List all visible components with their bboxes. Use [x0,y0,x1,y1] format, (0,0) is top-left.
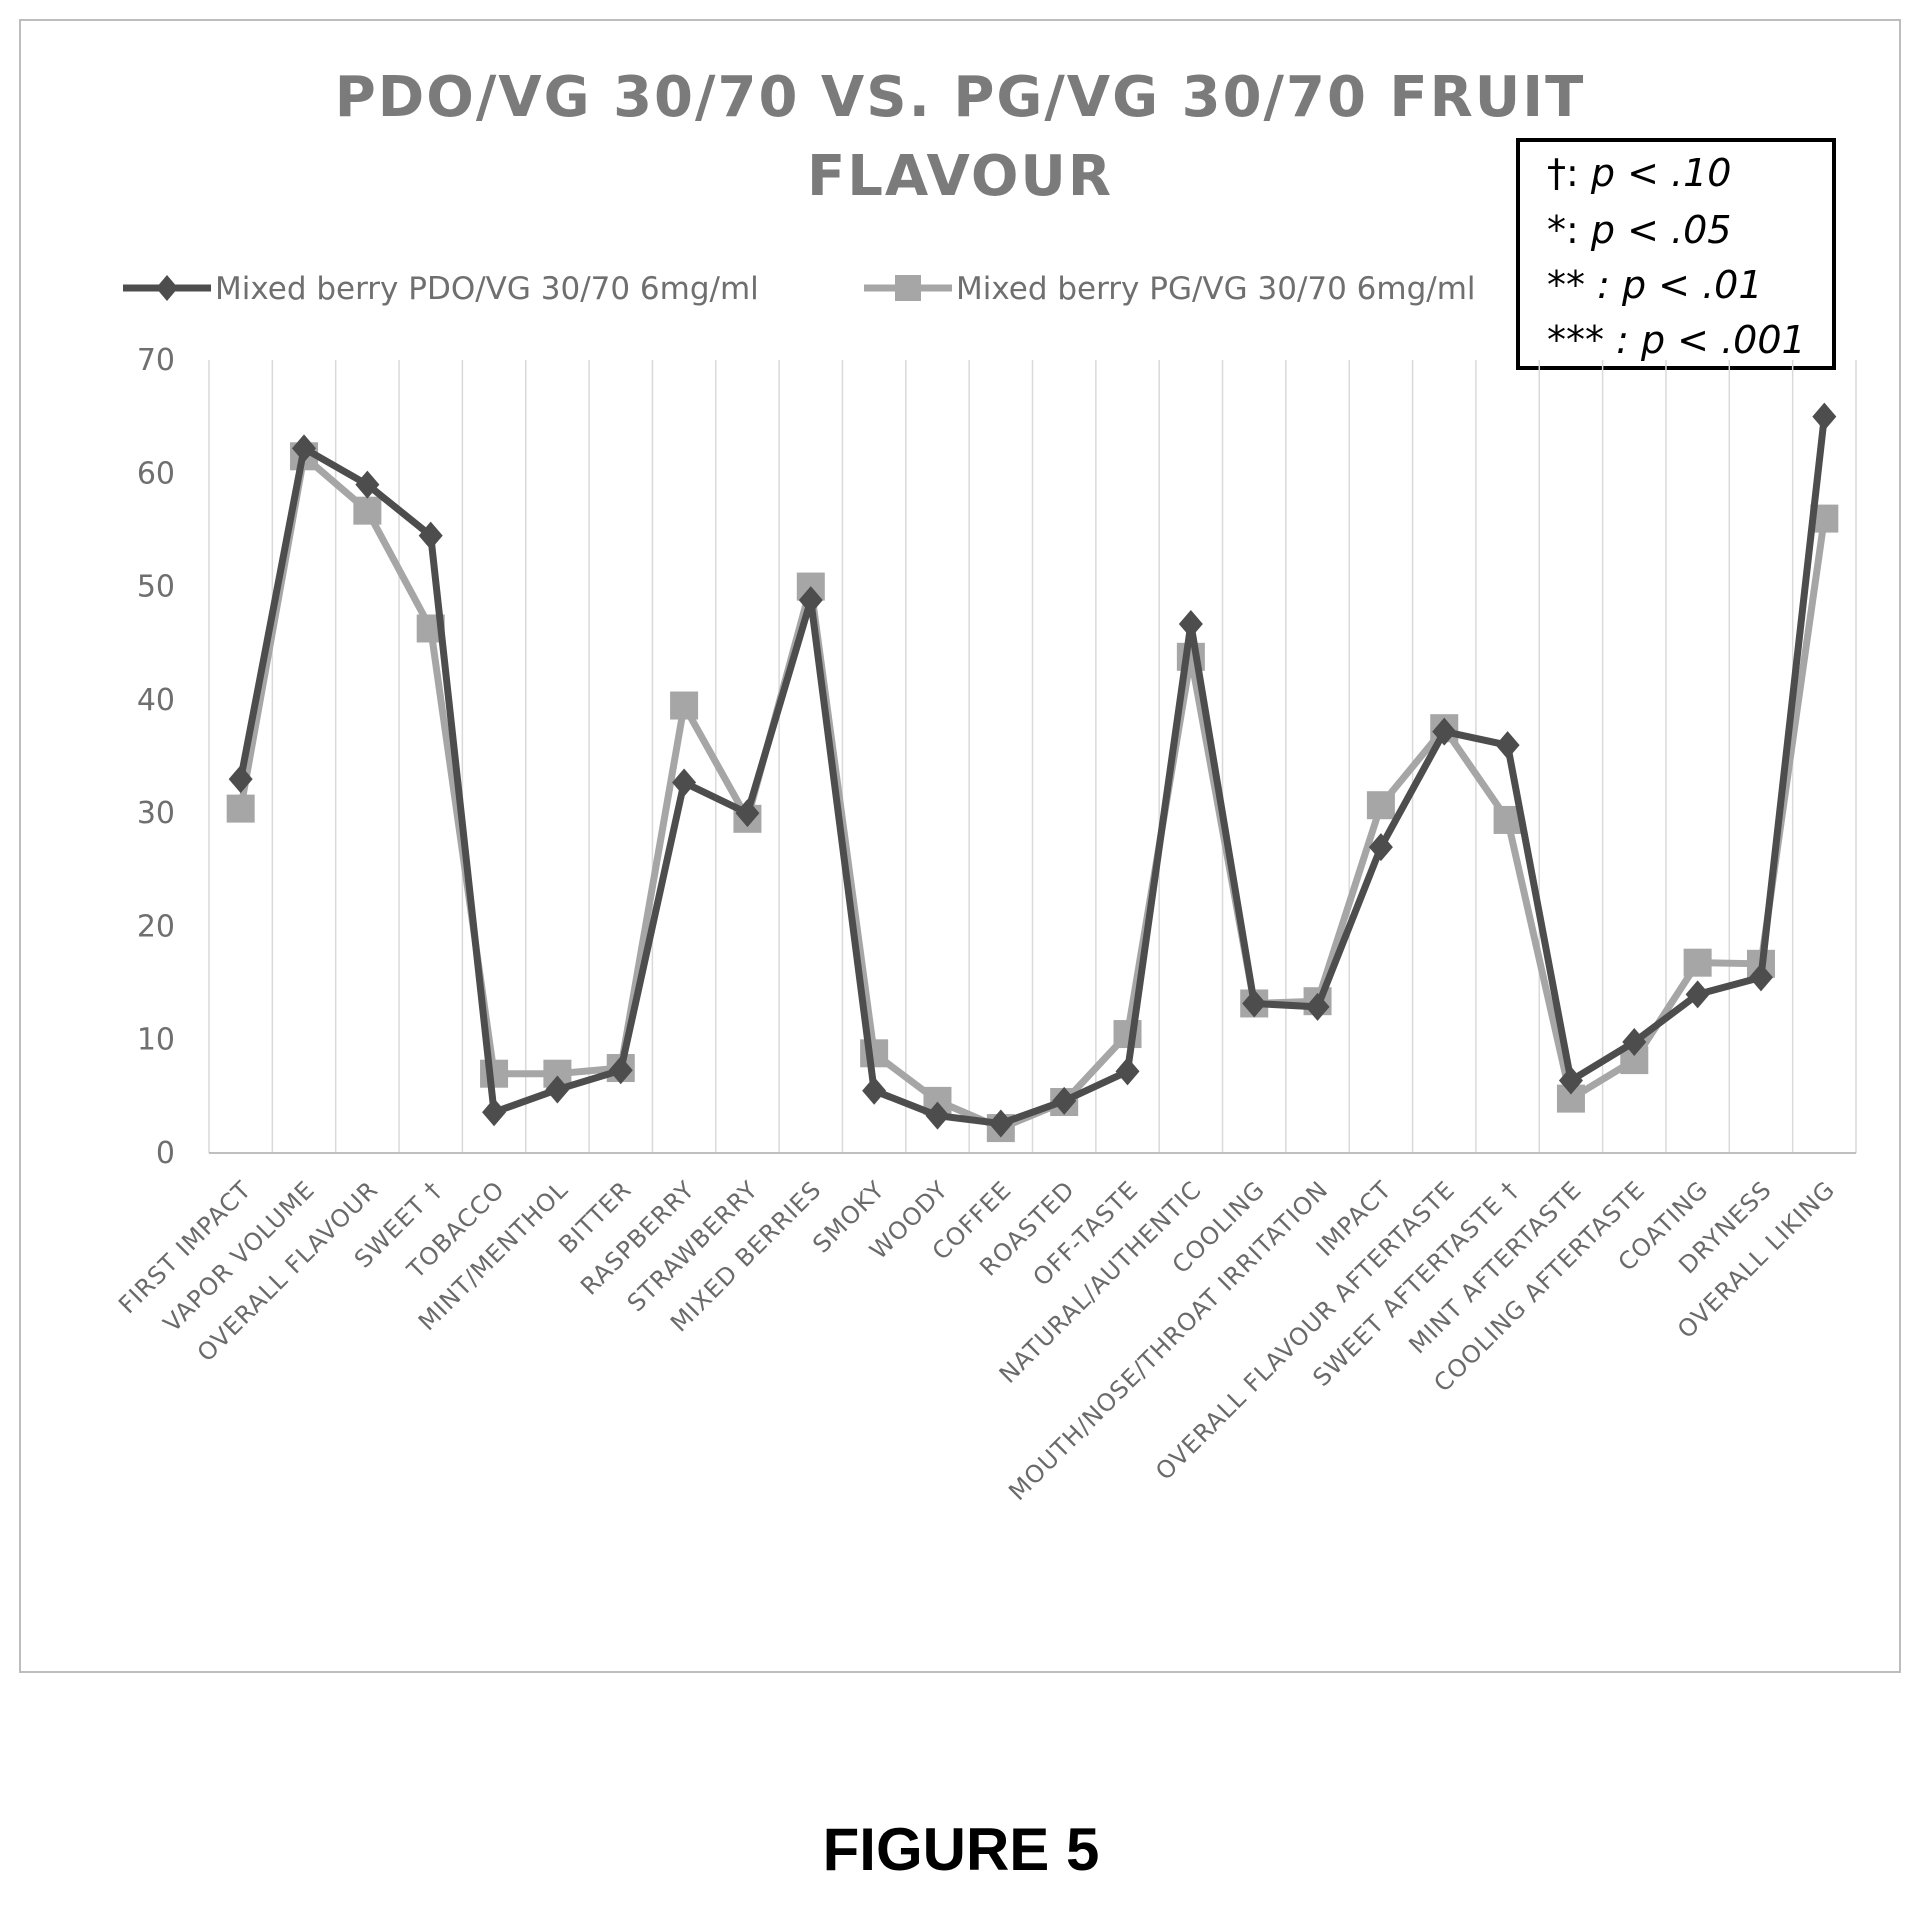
significance-value-1: p < .10 [1590,151,1732,195]
legend-label: Mixed berry PG/VG 30/70 6mg/ml [956,271,1476,307]
data-point-diamond [672,768,697,797]
data-point-diamond [1812,402,1837,431]
data-point-diamond [1368,833,1393,862]
data-point-diamond [798,586,823,615]
significance-box-border [1516,138,1836,370]
data-point-diamond [292,434,317,463]
significance-value-3: p < .01 [1621,263,1763,307]
legend-marker-square [895,275,921,301]
data-point-diamond [1432,717,1457,746]
data-point-square [1366,791,1395,820]
data-point-diamond [925,1101,950,1130]
data-point-diamond [1305,992,1330,1021]
y-tick-label: 0 [156,1136,175,1171]
data-point-diamond [1558,1066,1583,1095]
data-point-diamond [482,1098,507,1127]
data-point-square [226,794,255,823]
data-point-diamond [1495,731,1520,760]
data-point-diamond [418,521,443,550]
data-point-diamond [1685,980,1710,1009]
series-line [237,416,1828,1128]
significance-value-4: p < .001 [1640,318,1806,362]
significance-key-3: ** : [1547,263,1622,307]
data-point-diamond [1178,609,1203,638]
significance-value-2: p < .05 [1590,208,1732,252]
legend: Mixed berry PDO/VG 30/70 6mg/ml Mixed ber… [123,271,1476,307]
y-tick-label: 20 [137,909,175,944]
data-point-diamond [1748,963,1773,992]
legend-label: Mixed berry PDO/VG 30/70 6mg/ml [215,271,759,307]
data-point-diamond [1622,1027,1647,1056]
significance-key-2: *: [1547,208,1591,252]
significance-line-3: ** : p < .01 [1547,263,1763,307]
significance-line-1: †: p < .10 [1547,151,1731,195]
y-tick-label: 50 [137,570,175,605]
figure-label: FIGURE 5 [822,1816,1100,1883]
data-point-diamond [355,470,380,499]
y-tick-label: 70 [137,343,175,378]
chart-title-line-1: PDO/VG 30/70 VS. PG/VG 30/70 FRUIT [335,65,1586,130]
data-point-square [860,1039,889,1068]
significance-line-2: *: p < .05 [1547,208,1731,252]
significance-box: †: p < .10 *: p < .05 ** : p < .01 *** :… [1516,138,1836,370]
y-tick-label: 40 [137,683,175,718]
data-point-square [353,496,382,525]
significance-key-1: †: [1547,151,1591,195]
data-point-diamond [862,1076,887,1105]
data-point-square [1683,948,1712,977]
data-point-diamond [228,765,253,794]
data-point-diamond [545,1075,570,1104]
y-tick-label: 60 [137,456,175,491]
data-point-diamond [608,1056,633,1085]
data-point-diamond [1115,1057,1140,1086]
y-tick-label: 30 [137,796,175,831]
data-point-diamond [1052,1086,1077,1115]
legend-marker-diamond [156,275,178,301]
data-point-diamond [988,1109,1013,1138]
significance-key-4: *** : [1547,318,1641,362]
y-tick-label: 10 [137,1023,175,1058]
chart-figure: PDO/VG 30/70 VS. PG/VG 30/70 FRUIT FLAVO… [19,19,1901,1673]
chart-title-line-2: FLAVOUR [807,144,1113,209]
data-point-diamond [735,799,760,828]
significance-line-4: *** : p < .001 [1547,318,1806,362]
data-point-square [670,691,699,720]
data-point-diamond [1242,989,1267,1018]
